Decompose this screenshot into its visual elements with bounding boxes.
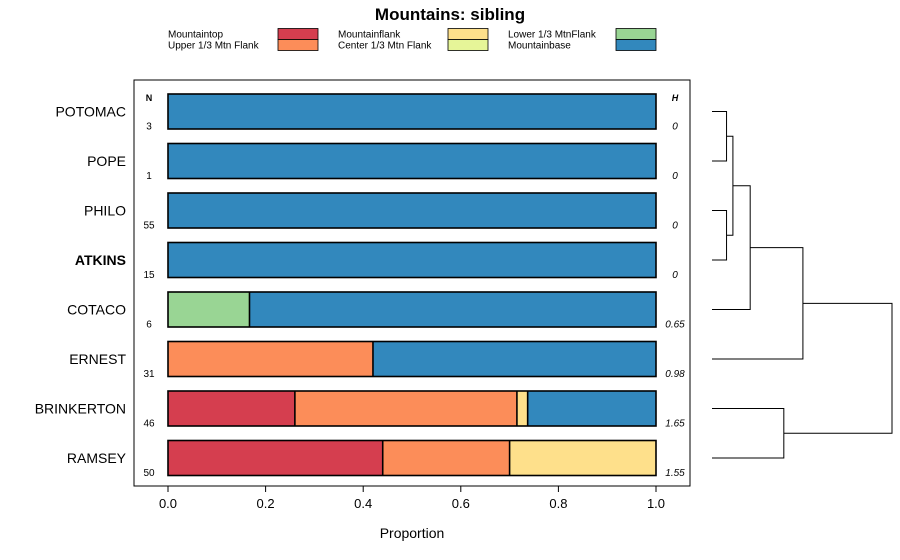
category-label: BRINKERTON [35, 401, 126, 417]
x-tick-label: 0.4 [354, 496, 372, 511]
legend-label-mountainflank: Mountainflank [338, 30, 401, 41]
bar-rows: POTOMAC 3 0 POPE 1 0 PHILO 55 0 ATKINS 15 0 COTACO 6 0… [35, 93, 685, 479]
dendrogram-branch-3 [712, 185, 751, 310]
bar-row-pope: POPE 1 0 [87, 142, 678, 182]
legend-swatch-mountainbase [615, 39, 657, 51]
bar-segment-mountainbase [168, 143, 656, 179]
bar-row-atkins: ATKINS 15 0 [75, 241, 678, 281]
n-value: 6 [146, 320, 152, 331]
legend-label-mountainbase: Mountainbase [508, 41, 571, 52]
h-value: 0 [672, 122, 678, 133]
bar-segment-upper-1-3-mtn-flank [294, 391, 517, 426]
bar-outline [167, 291, 657, 328]
h-value: 0.65 [665, 320, 685, 331]
dendrogram-branch-5 [712, 408, 785, 459]
bar-outline [167, 192, 657, 229]
category-label: POPE [87, 153, 126, 169]
legend-swatch-upper-1-3-mtn-flank [277, 39, 319, 51]
h-value: 0 [672, 221, 678, 232]
legend-label-mountaintop: Mountaintop [168, 30, 223, 41]
bar-segment-mountainbase [168, 242, 656, 278]
bar-row-ramsey: RAMSEY 50 1.55 [67, 439, 685, 479]
bar-segment-upper-1-3-mtn-flank [382, 440, 510, 476]
x-tick-label: 0.6 [452, 496, 470, 511]
legend-swatch-mountaintop [277, 28, 319, 40]
n-value: 31 [143, 369, 155, 380]
bar-outline [167, 340, 657, 378]
bar-segment-mountaintop [168, 440, 383, 476]
category-label: ERNEST [69, 351, 126, 367]
bar-row-philo: PHILO 55 0 [84, 192, 678, 232]
x-tick-label: 0.8 [549, 496, 567, 511]
legend-label-lower-1-3-mtnflank: Lower 1/3 MtnFlank [508, 30, 597, 41]
bar-segment-mountainflank [509, 440, 656, 476]
bar-segment-upper-1-3-mtn-flank [168, 341, 373, 377]
bar-segment-mountainbase [372, 341, 656, 377]
n-value: 1 [146, 171, 152, 182]
chart-title: Mountains: sibling [375, 5, 525, 24]
x-tick-label: 0.0 [159, 496, 177, 511]
h-value: 1.65 [665, 419, 685, 430]
bar-segment-lower-1-3-mtnflank [168, 292, 250, 327]
plot-panel [133, 79, 691, 487]
category-label: RAMSEY [67, 450, 127, 466]
legend-label-upper-1-3-mtn-flank: Upper 1/3 Mtn Flank [168, 41, 260, 52]
x-tick-label: 1.0 [647, 496, 665, 511]
dendrogram-branch-4 [712, 247, 804, 360]
bar-row-potomac: POTOMAC 3 0 [55, 93, 678, 133]
category-label: POTOMAC [55, 104, 126, 120]
bar-segment-mountainbase [249, 292, 656, 327]
bar-row-brinkerton: BRINKERTON 46 1.65 [35, 390, 685, 430]
bar-segment-mountainbase [168, 193, 656, 228]
legend-swatch-lower-1-3-mtnflank [615, 28, 657, 40]
n-value: 55 [143, 221, 155, 232]
bar-outline [167, 390, 657, 427]
dendrogram [712, 111, 893, 459]
category-label: PHILO [84, 203, 126, 219]
bar-row-ernest: ERNEST 31 0.98 [69, 340, 685, 380]
bar-segment-mountaintop [168, 391, 295, 426]
h-value: 0.98 [665, 369, 685, 380]
dendrogram-branch-2 [726, 135, 734, 236]
h-value: 0 [672, 171, 678, 182]
bar-segment-mountainflank [516, 391, 528, 426]
h-value: 0 [672, 270, 678, 281]
n-value: 50 [143, 468, 155, 479]
bar-row-cotaco: COTACO 6 0.65 [67, 291, 685, 331]
x-axis: 0.0 0.2 0.4 0.6 0.8 1.0 [159, 486, 665, 511]
x-axis-title: Proportion [380, 525, 445, 541]
bar-segment-mountainbase [168, 94, 656, 129]
bar-outline [167, 93, 657, 130]
bar-outline [167, 241, 657, 279]
n-value: 15 [143, 270, 155, 281]
category-label: COTACO [67, 302, 126, 318]
h-column-header: H [672, 93, 679, 103]
x-tick-label: 0.2 [257, 496, 275, 511]
category-label: ATKINS [75, 252, 126, 268]
n-value: 3 [146, 122, 152, 133]
dendrogram-branch-1 [712, 210, 728, 261]
legend-label-center-1-3-mtn-flank: Center 1/3 Mtn Flank [338, 41, 432, 52]
legend-swatch-center-1-3-mtn-flank [447, 39, 489, 51]
h-value: 1.55 [665, 468, 685, 479]
dendrogram-branch-0 [712, 111, 728, 162]
bar-outline [167, 142, 657, 180]
legend-swatch-mountainflank [447, 28, 489, 40]
n-value: 46 [143, 419, 155, 430]
n-column-header: N [146, 93, 153, 103]
dendrogram-branch-6 [783, 302, 893, 434]
bar-segment-mountainbase [527, 391, 656, 426]
bar-outline [167, 439, 657, 477]
